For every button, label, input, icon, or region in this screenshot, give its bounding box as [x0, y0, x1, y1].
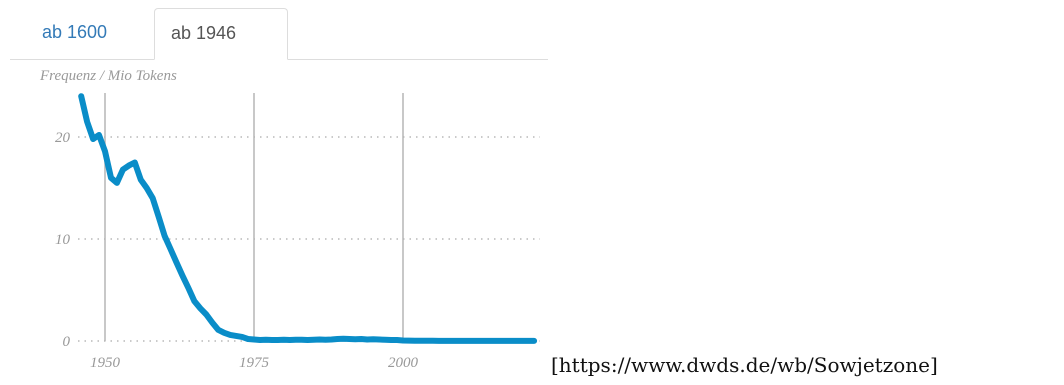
tab-bar: ab 1600 ab 1946 — [10, 8, 548, 60]
x-tick-label: 1950 — [90, 355, 121, 371]
y-tick-label: 10 — [55, 232, 71, 248]
frequency-chart: Frequenz / Mio Tokens 0 10 20 1950 1975 2000 — [39, 68, 540, 371]
y-axis-label: Frequenz / Mio Tokens — [39, 68, 177, 84]
x-tick-label: 1975 — [239, 355, 270, 371]
tab-ab-1600[interactable]: ab 1600 — [42, 22, 108, 42]
source-url: [https://www.dwds.de/wb/Sowjetzone] — [551, 353, 938, 377]
y-tick-labels: 0 10 20 — [55, 130, 71, 350]
x-tick-labels: 1950 1975 2000 — [90, 355, 419, 371]
series-group — [78, 93, 538, 344]
x-tick-label: 2000 — [388, 355, 419, 371]
y-gridlines — [78, 136, 540, 342]
frequency-series-line — [78, 93, 538, 344]
x-gridlines — [104, 93, 404, 341]
y-tick-label: 0 — [63, 334, 71, 350]
tab-ab-1946[interactable]: ab 1946 — [154, 8, 288, 60]
y-tick-label: 20 — [55, 130, 71, 146]
